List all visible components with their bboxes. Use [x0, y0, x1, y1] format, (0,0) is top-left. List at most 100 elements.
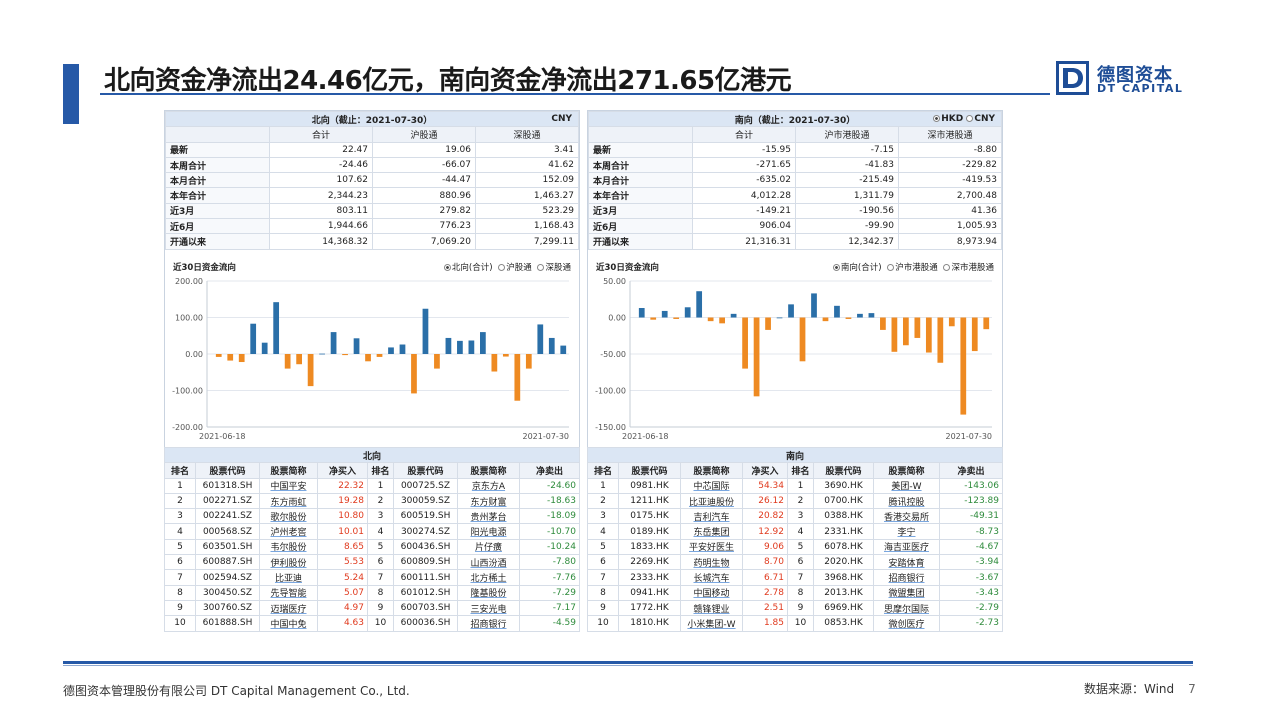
south-rank-header[interactable]: 股票简称 — [873, 462, 940, 479]
north-rank-name2-cell[interactable]: 东方财富 — [457, 492, 520, 510]
south-rank-header[interactable]: 净买入 — [742, 462, 788, 479]
south-rank-name-cell[interactable]: 吉利汽车 — [680, 508, 743, 525]
north-rank-code-cell[interactable]: 002241.SZ — [195, 508, 260, 525]
north-rank-code-cell[interactable]: 603501.SH — [195, 538, 260, 556]
legend-option-sh-hk-connect[interactable]: 沪市港股通 — [887, 263, 938, 273]
north-rank-code-cell[interactable]: 000568.SZ — [195, 523, 260, 540]
south-rank-name2-cell[interactable]: 李宁 — [873, 523, 940, 540]
north-rank-name2-cell[interactable]: 山西汾酒 — [457, 554, 520, 571]
north-rank-code2-cell[interactable]: 600436.SH — [393, 538, 458, 556]
south-rank-code2-cell[interactable]: 6969.HK — [813, 599, 874, 617]
north-rank-name2-cell[interactable]: 贵州茅台 — [457, 508, 520, 525]
legend-option-sz-connect[interactable]: 深股通 — [537, 263, 571, 273]
north-rank-code2-cell[interactable]: 601012.SH — [393, 584, 458, 601]
south-rank-name2-cell[interactable]: 安踏体育 — [873, 554, 940, 571]
south-rank-code-cell[interactable]: 2333.HK — [618, 569, 681, 586]
north-rank-code-cell[interactable]: 300450.SZ — [195, 584, 260, 601]
radio-icon[interactable] — [966, 115, 974, 122]
north-rank-code2-cell[interactable]: 600519.SH — [393, 508, 458, 525]
north-rank-code-cell[interactable]: 601888.SH — [195, 615, 260, 632]
north-rank-name-cell[interactable]: 中国平安 — [259, 477, 318, 494]
north-rank-name-cell[interactable]: 韦尔股份 — [259, 538, 318, 556]
south-rank-name2-cell[interactable]: 思摩尔国际 — [873, 599, 940, 617]
north-rank-code2-cell[interactable]: 600036.SH — [393, 615, 458, 632]
north-rank-name2-cell[interactable]: 片仔癀 — [457, 538, 520, 556]
north-rank-code2-cell[interactable]: 600703.SH — [393, 599, 458, 617]
south-rank-code-cell[interactable]: 1810.HK — [618, 615, 681, 632]
south-rank-code2-cell[interactable]: 2013.HK — [813, 584, 874, 601]
south-rank-code2-cell[interactable]: 6078.HK — [813, 538, 874, 556]
north-rank-name-cell[interactable]: 中国中免 — [259, 615, 318, 632]
north-rank-header[interactable]: 净买入 — [317, 462, 368, 479]
north-rank-code2-cell[interactable]: 600111.SH — [393, 569, 458, 586]
legend-option-sh-connect[interactable]: 沪股通 — [498, 263, 532, 273]
north-rank-header[interactable]: 排名 — [164, 462, 196, 479]
south-rank-code-cell[interactable]: 1772.HK — [618, 599, 681, 617]
south-rank-header[interactable]: 股票代码 — [618, 462, 681, 479]
south-rank-name-cell[interactable]: 平安好医生 — [680, 538, 743, 556]
north-rank-code2-cell[interactable]: 300059.SZ — [393, 492, 458, 510]
south-rank-name-cell[interactable]: 比亚迪股份 — [680, 492, 743, 510]
north-rank-code-cell[interactable]: 600887.SH — [195, 554, 260, 571]
south-rank-code2-cell[interactable]: 2020.HK — [813, 554, 874, 571]
north-rank-name-cell[interactable]: 比亚迪 — [259, 569, 318, 586]
north-rank-name2-cell[interactable]: 三安光电 — [457, 599, 520, 617]
south-currency-toggle[interactable]: HKD CNY — [933, 114, 995, 124]
legend-option-sz-hk-connect[interactable]: 深市港股通 — [943, 263, 994, 273]
north-rank-name-cell[interactable]: 歌尔股份 — [259, 508, 318, 525]
south-rank-name-cell[interactable]: 中国移动 — [680, 584, 743, 601]
north-rank-name-cell[interactable]: 东方雨虹 — [259, 492, 318, 510]
legend-option-north-total[interactable]: 北向(合计) — [443, 263, 493, 273]
north-rank-name2-cell[interactable]: 阳光电源 — [457, 523, 520, 540]
north-rank-code-cell[interactable]: 002594.SZ — [195, 569, 260, 586]
north-rank-code-cell[interactable]: 601318.SH — [195, 477, 260, 494]
south-rank-code-cell[interactable]: 1833.HK — [618, 538, 681, 556]
north-rank-code-cell[interactable]: 300760.SZ — [195, 599, 260, 617]
south-rank-name-cell[interactable]: 东岳集团 — [680, 523, 743, 540]
north-rank-name2-cell[interactable]: 隆基股份 — [457, 584, 520, 601]
south-rank-name-cell[interactable]: 长城汽车 — [680, 569, 743, 586]
north-rank-name-cell[interactable]: 迈瑞医疗 — [259, 599, 318, 617]
north-rank-header[interactable]: 股票代码 — [195, 462, 260, 479]
south-rank-name2-cell[interactable]: 招商银行 — [873, 569, 940, 586]
south-rank-name2-cell[interactable]: 腾讯控股 — [873, 492, 940, 510]
north-rank-name-cell[interactable]: 伊利股份 — [259, 554, 318, 571]
south-rank-code-cell[interactable]: 2269.HK — [618, 554, 681, 571]
south-rank-code2-cell[interactable]: 3968.HK — [813, 569, 874, 586]
north-rank-code-cell[interactable]: 002271.SZ — [195, 492, 260, 510]
south-rank-code-cell[interactable]: 0941.HK — [618, 584, 681, 601]
south-rank-name2-cell[interactable]: 微创医疗 — [873, 615, 940, 632]
south-rank-name2-cell[interactable]: 海吉亚医疗 — [873, 538, 940, 556]
south-rank-name-cell[interactable]: 中芯国际 — [680, 477, 743, 494]
south-rank-header[interactable]: 净卖出 — [939, 462, 1003, 479]
south-rank-header[interactable]: 股票简称 — [680, 462, 743, 479]
legend-option-south-total[interactable]: 南向(合计) — [832, 263, 882, 273]
north-rank-name-cell[interactable]: 泸州老窖 — [259, 523, 318, 540]
north-rank-code2-cell[interactable]: 600809.SH — [393, 554, 458, 571]
south-rank-name2-cell[interactable]: 微盟集团 — [873, 584, 940, 601]
south-rank-code2-cell[interactable]: 0700.HK — [813, 492, 874, 510]
north-rank-name-cell[interactable]: 先导智能 — [259, 584, 318, 601]
south-rank-code-cell[interactable]: 0189.HK — [618, 523, 681, 540]
north-rank-name2-cell[interactable]: 京东方A — [457, 477, 520, 494]
south-rank-name-cell[interactable]: 赣锋锂业 — [680, 599, 743, 617]
south-rank-name2-cell[interactable]: 美团-W — [873, 477, 940, 494]
south-rank-code2-cell[interactable]: 2331.HK — [813, 523, 874, 540]
north-rank-name2-cell[interactable]: 招商银行 — [457, 615, 520, 632]
south-rank-name2-cell[interactable]: 香港交易所 — [873, 508, 940, 525]
north-rank-name2-cell[interactable]: 北方稀土 — [457, 569, 520, 586]
north-rank-header[interactable]: 股票简称 — [259, 462, 318, 479]
radio-selected-icon[interactable] — [933, 115, 941, 122]
south-rank-code-cell[interactable]: 0981.HK — [618, 477, 681, 494]
north-rank-code2-cell[interactable]: 300274.SZ — [393, 523, 458, 540]
south-rank-code-cell[interactable]: 1211.HK — [618, 492, 681, 510]
north-rank-header[interactable]: 排名 — [367, 462, 394, 479]
currency-cny-label[interactable]: CNY — [974, 114, 995, 124]
south-rank-code-cell[interactable]: 0175.HK — [618, 508, 681, 525]
south-rank-code2-cell[interactable]: 3690.HK — [813, 477, 874, 494]
south-rank-code2-cell[interactable]: 0853.HK — [813, 615, 874, 632]
north-rank-code2-cell[interactable]: 000725.SZ — [393, 477, 458, 494]
south-rank-code2-cell[interactable]: 0388.HK — [813, 508, 874, 525]
south-rank-header[interactable]: 排名 — [787, 462, 814, 479]
north-rank-header[interactable]: 净卖出 — [519, 462, 580, 479]
